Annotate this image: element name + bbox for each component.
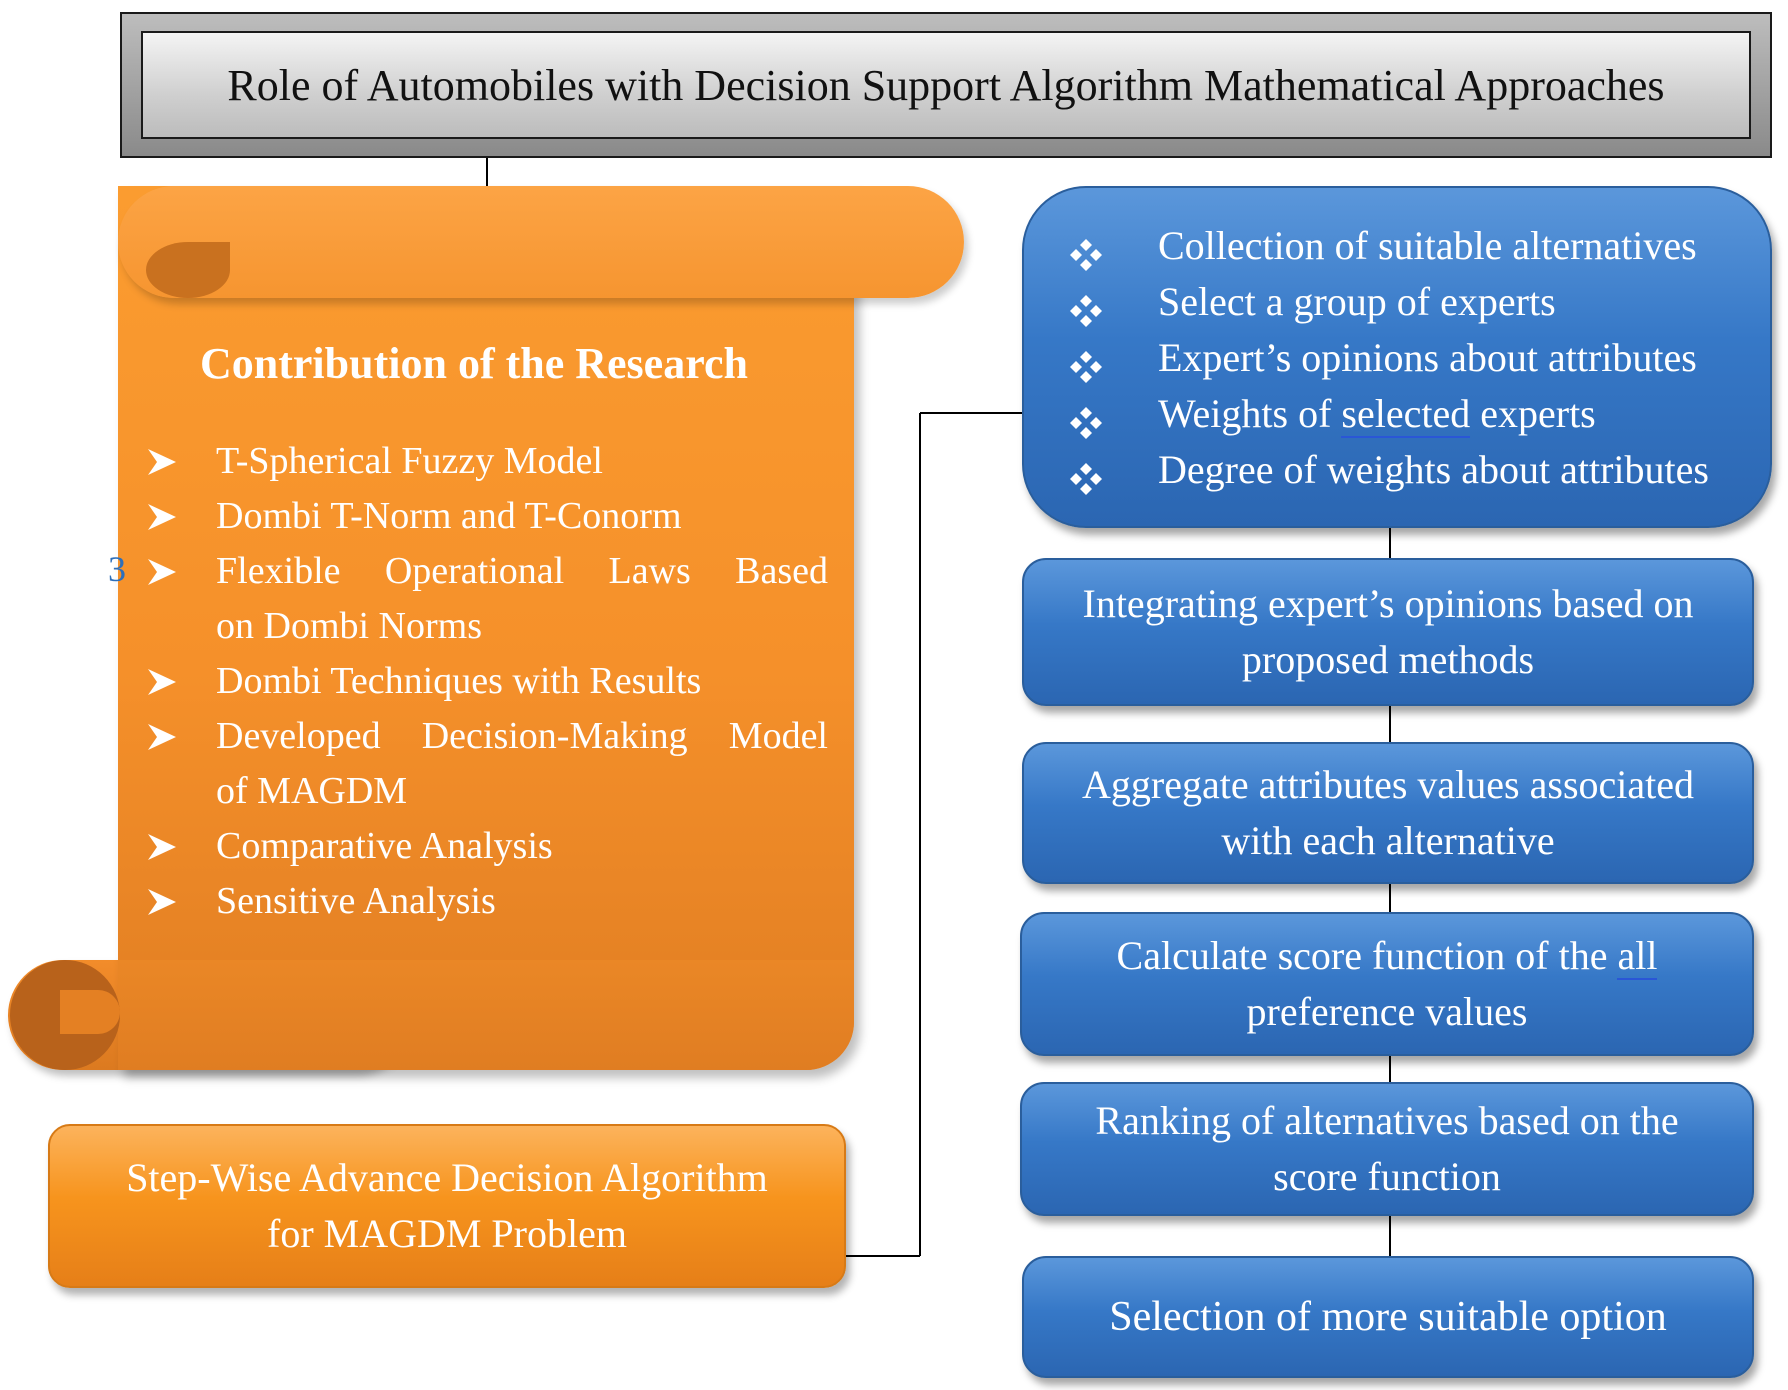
contribution-heading: Contribution of the Research <box>200 339 748 388</box>
requirement-item-text: Select a group of experts <box>1158 279 1556 324</box>
four-diamond-bullet-icon <box>1070 398 1102 454</box>
contribution-item: Sensitive Analysis <box>148 874 828 929</box>
contribution-item-text: Comparative Analysis <box>216 825 553 867</box>
step-box-selection: Selection of more suitable option <box>1022 1256 1754 1378</box>
contribution-item: Dombi T-Norm and T-Conorm <box>148 489 828 544</box>
requirements-list: Collection of suitable alternatives Sele… <box>1070 218 1770 498</box>
arrowhead-bullet-icon <box>148 874 188 931</box>
title-text: Role of Automobiles with Decision Suppor… <box>227 60 1665 110</box>
requirement-item-underlined: selected <box>1341 391 1471 438</box>
requirement-item-text: Expert’s opinions about attributes <box>1158 335 1697 380</box>
four-diamond-bullet-icon <box>1070 454 1102 510</box>
stray-character: 3 <box>108 549 126 589</box>
requirement-item-text: Weights of selected experts <box>1158 391 1596 438</box>
arrowhead-bullet-icon <box>148 489 188 546</box>
requirement-item: Degree of weights about attributes <box>1070 442 1770 498</box>
scroll-top-roll <box>118 186 964 298</box>
four-diamond-bullet-icon <box>1070 286 1102 342</box>
requirement-item-text: Degree of weights about attributes <box>1158 447 1709 492</box>
contribution-item-text: T-Spherical Fuzzy Model <box>216 440 603 482</box>
contribution-item: Dombi Techniques with Results <box>148 654 828 709</box>
step-line-1: Aggregate attributes values associated <box>1082 762 1694 807</box>
contribution-scroll <box>118 186 854 1070</box>
four-diamond-bullet-icon <box>1070 342 1102 398</box>
arrowhead-bullet-icon <box>148 544 188 601</box>
contribution-item: Flexible Operational Laws Based on Dombi… <box>148 544 828 654</box>
requirement-item: Select a group of experts <box>1070 274 1770 330</box>
step-line-2: score function <box>1273 1154 1501 1199</box>
contribution-item-text-cont: on Dombi Norms <box>216 605 482 647</box>
four-diamond-bullet-icon <box>1070 230 1102 286</box>
contribution-item-text-cont: of MAGDM <box>216 770 408 812</box>
step-line-2: preference values <box>1246 989 1528 1034</box>
scroll-top-curl <box>146 242 230 298</box>
stepwise-line-1: Step-Wise Advance Decision Algorithm <box>126 1155 768 1200</box>
contribution-item: T-Spherical Fuzzy Model <box>148 434 828 489</box>
step-line-1-underlined: all <box>1617 933 1658 980</box>
scroll-bottom-curl-notch <box>60 990 120 1034</box>
step-box-ranking: Ranking of alternatives based on the sco… <box>1020 1082 1754 1216</box>
requirement-item: Expert’s opinions about attributes <box>1070 330 1770 386</box>
step-line-2: with each alternative <box>1221 818 1555 863</box>
step-line-1: Selection of more suitable option <box>1109 1294 1667 1340</box>
step-line-2: proposed methods <box>1241 637 1535 682</box>
arrowhead-bullet-icon <box>148 434 188 491</box>
requirement-item-text-pre: Weights of <box>1158 391 1342 436</box>
title-banner: Role of Automobiles with Decision Suppor… <box>141 31 1751 139</box>
step-line-1: Integrating expert’s opinions based on <box>1082 581 1694 626</box>
requirement-item-text: Collection of suitable alternatives <box>1158 223 1697 268</box>
stepwise-line-2: for MAGDM Problem <box>267 1211 627 1256</box>
contribution-item-text: Sensitive Analysis <box>216 880 496 922</box>
scroll-bottom-fill <box>118 960 854 1070</box>
stepwise-algorithm-box: Step-Wise Advance Decision Algorithm for… <box>48 1124 846 1288</box>
contribution-item: Comparative Analysis <box>148 819 828 874</box>
contribution-item-text: Flexible Operational Laws Based <box>216 550 828 592</box>
step-box-aggregate: Aggregate attributes values associated w… <box>1022 742 1754 884</box>
step-box-score: Calculate score function of the all pref… <box>1020 912 1754 1056</box>
contribution-item-text: Dombi Techniques with Results <box>216 660 702 702</box>
requirement-item-text-post: experts <box>1470 391 1596 436</box>
step-line-1: Calculate score function of the all <box>1117 928 1658 984</box>
contribution-list: T-Spherical Fuzzy Model Dombi T-Norm and… <box>148 434 828 929</box>
requirement-item: Weights of selected experts <box>1070 386 1770 442</box>
arrowhead-bullet-icon <box>148 654 188 711</box>
step-line-1: Ranking of alternatives based on the <box>1095 1098 1679 1143</box>
arrowhead-bullet-icon <box>148 709 188 766</box>
contribution-item-text: Dombi T-Norm and T-Conorm <box>216 495 682 537</box>
step-line-1-pre: Calculate score function of the <box>1116 933 1618 978</box>
contribution-item: Developed Decision-Making Model of MAGDM <box>148 709 828 819</box>
contribution-item-text: Developed Decision-Making Model <box>216 715 828 757</box>
step-box-integrate: Integrating expert’s opinions based on p… <box>1022 558 1754 706</box>
requirement-item: Collection of suitable alternatives <box>1070 218 1770 274</box>
arrowhead-bullet-icon <box>148 819 188 876</box>
requirements-box: Collection of suitable alternatives Sele… <box>1022 186 1772 528</box>
